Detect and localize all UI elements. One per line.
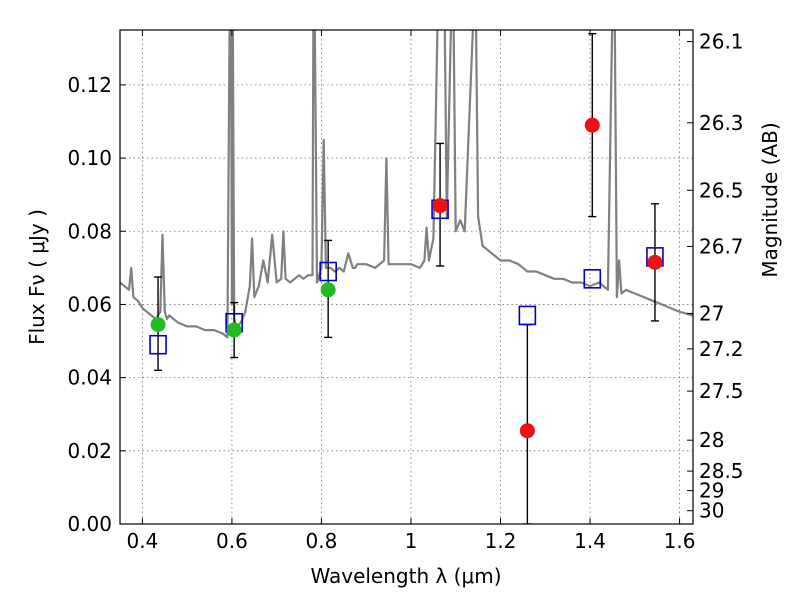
observed-point-green <box>226 322 242 338</box>
right-tick-label: 26.3 <box>699 111 744 135</box>
x-tick-label: 0.8 <box>306 529 338 553</box>
plot-frame <box>119 29 694 525</box>
observed-point-red <box>432 198 448 214</box>
grid-layer <box>120 30 693 525</box>
model-point-square <box>319 261 337 282</box>
y-tick-label: 0.00 <box>67 512 112 536</box>
y-tick-label: 0.04 <box>67 366 112 390</box>
right-tick-label: 29 <box>699 479 724 503</box>
right-tick-label: 28.5 <box>699 459 744 483</box>
model-spectrum-layer <box>120 30 693 339</box>
model-point-square <box>518 305 537 326</box>
right-tick-label: 30 <box>699 499 724 523</box>
marker-layer <box>149 117 664 439</box>
observed-point-green <box>150 317 166 333</box>
y-axis-right-label: Magnitude (AB) <box>758 122 782 277</box>
model-point-square <box>149 334 167 355</box>
observed-point-red <box>519 423 535 439</box>
x-tick-label: 1.4 <box>574 529 606 553</box>
model-point-square <box>583 269 602 289</box>
right-tick-label: 26.1 <box>699 30 744 54</box>
y-axis-label: Flux Fν ( μJy ) <box>25 209 49 345</box>
right-tick-label: 27.2 <box>699 337 744 361</box>
x-tick-label: 1.2 <box>485 529 517 553</box>
x-tick-label: 0.6 <box>216 529 248 553</box>
x-tick-label: 0.4 <box>126 529 158 553</box>
y-tick-label: 0.12 <box>67 73 112 97</box>
right-tick-label: 27 <box>699 301 724 325</box>
observed-point-red <box>584 117 600 133</box>
y-tick-label: 0.08 <box>67 219 112 243</box>
right-tick-label: 27.5 <box>699 379 744 403</box>
observed-point-red <box>647 254 663 270</box>
x-tick-label: 1 <box>405 529 418 553</box>
y-tick-label: 0.10 <box>67 146 112 170</box>
x-axis-label: Wavelength λ (μm) <box>310 564 501 588</box>
tick-layer: 0.4 0.6 0.8 1 1.2 1.4 1.6 0.00 0.02 0.04 0.06 0.08 0… <box>67 30 743 553</box>
x-tick-label: 1.6 <box>664 529 696 553</box>
right-tick-label: 26.7 <box>699 234 744 258</box>
y-tick-label: 0.02 <box>67 439 112 463</box>
observed-point-green <box>320 282 336 298</box>
right-tick-label: 28 <box>699 428 724 452</box>
y-tick-label: 0.06 <box>67 292 112 316</box>
model-spectrum-line <box>120 30 693 339</box>
right-tick-label: 26.5 <box>699 178 744 202</box>
